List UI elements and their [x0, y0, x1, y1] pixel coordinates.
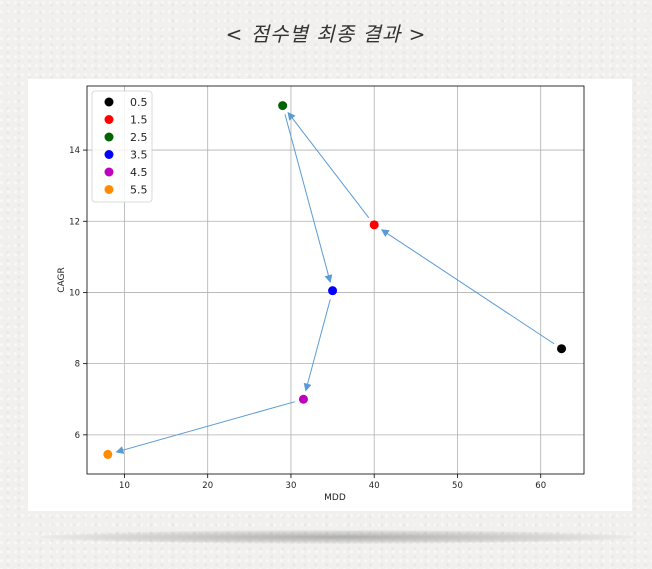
point-4.5: [298, 394, 308, 404]
x-tick-label: 50: [452, 481, 463, 491]
legend-marker-2.5: [104, 132, 114, 142]
legend-label-4.5: 4.5: [130, 166, 148, 179]
legend-marker-5.5: [104, 185, 114, 194]
point-1.5: [369, 220, 379, 230]
arrow-3.5-to-4.5: [303, 299, 331, 392]
y-tick-label: 10: [69, 288, 80, 298]
legend-label-5.5: 5.5: [130, 184, 148, 197]
legend-marker-1.5: [104, 115, 114, 124]
data-points: [103, 101, 567, 459]
legend-marker-4.5: [104, 167, 114, 177]
arrows: [115, 111, 555, 454]
x-tick-label: 60: [535, 481, 546, 491]
x-axis-label: MDD: [324, 493, 346, 503]
page-heading: < 점수별 최종 결과 >: [225, 22, 427, 46]
point-2.5: [278, 101, 288, 111]
legend-label-1.5: 1.5: [130, 114, 148, 127]
legend-label-3.5: 3.5: [130, 149, 148, 162]
x-tick-label: 30: [286, 481, 297, 491]
arrow-2.5-to-3.5: [284, 114, 333, 283]
arrow-1.5-to-2.5: [287, 111, 370, 218]
card-shadow: [40, 530, 635, 544]
x-tick-label: 40: [369, 481, 380, 491]
legend-label-0.5: 0.5: [130, 96, 148, 109]
y-tick-label: 14: [69, 146, 80, 156]
tick-labels: 10 20 30 40 50 60 6 8 10 12 14: [69, 146, 546, 491]
y-tick-label: 8: [75, 360, 80, 370]
legend-marker-0.5: [104, 97, 114, 107]
legend: 0.5 1.5 2.5 3.5 4.5 5.5: [91, 90, 153, 203]
x-tick-label: 10: [119, 481, 130, 491]
y-axis-label: CAGR: [57, 267, 67, 293]
grid-lines: [87, 86, 584, 474]
point-3.5: [328, 286, 338, 296]
plot-frame: [86, 85, 585, 475]
point-5.5: [103, 449, 113, 459]
arrow-4.5-to-5.5: [115, 401, 295, 454]
arrow-0.5-to-1.5: [380, 229, 555, 345]
legend-label-2.5: 2.5: [130, 131, 148, 144]
x-tick-label: 20: [202, 481, 213, 491]
y-tick-label: 12: [69, 217, 80, 227]
point-0.5: [557, 344, 567, 354]
y-tick-label: 6: [75, 431, 80, 441]
legend-marker-3.5: [104, 150, 114, 159]
